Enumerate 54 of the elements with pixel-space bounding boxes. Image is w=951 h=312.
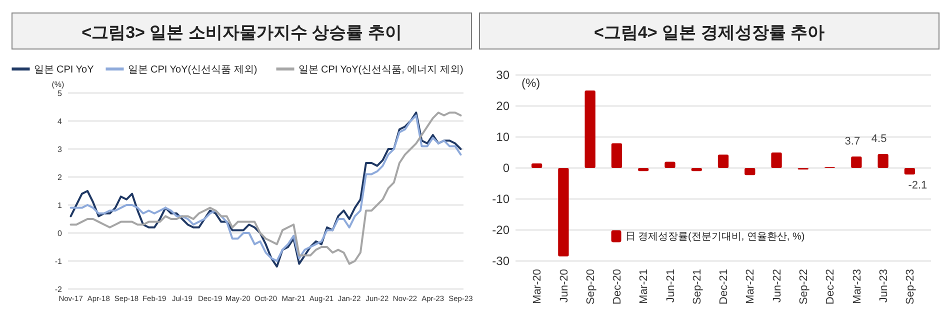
y-tick-label: 10 [496, 130, 510, 144]
x-tick-label: Mar-20 [532, 269, 544, 304]
x-tick-label: Dec-22 [824, 269, 837, 304]
bar [664, 162, 676, 168]
x-tick-label: Dec-20 [612, 269, 624, 304]
y-tick-label: 20 [496, 99, 510, 114]
y-tick-label: 1 [58, 200, 63, 210]
bar [584, 90, 596, 168]
bar [691, 168, 702, 172]
x-tick-label: Mar-22 [744, 269, 757, 304]
y-tick-label: -1 [54, 256, 63, 266]
x-tick-label: Sep-21 [691, 269, 704, 304]
y-tick-label: 3 [58, 144, 63, 154]
x-tick-label: Jun-23 [878, 269, 890, 303]
x-tick-label: Sep-23 [904, 269, 917, 304]
y-tick-label: 30 [496, 68, 510, 82]
x-tick-label: Dec-21 [718, 269, 730, 304]
x-tick-label: Jun-21 [664, 269, 677, 303]
bar [904, 168, 916, 175]
x-tick-label: Sep-22 [798, 269, 810, 304]
x-tick-label: Jun-20 [558, 269, 570, 303]
x-tick-label: Jun-22 [771, 269, 784, 303]
y-tick-label: -10 [492, 192, 510, 206]
bar [611, 143, 622, 168]
x-tick-label: Mar-23 [851, 269, 864, 304]
y-tick-label: 4 [58, 116, 63, 126]
legend-label: 일본 CPI YoY(신선식품 제외) [128, 64, 258, 76]
x-tick-label: Sep-20 [584, 269, 597, 304]
chart-title: <그림3> 일본 소비자물가지수 상승률 추이 [82, 22, 402, 42]
y-tick-label: 2 [58, 172, 63, 182]
legend-label: 일본 CPI YoY [34, 64, 94, 76]
y-tick-label: -20 [492, 223, 510, 238]
bar [771, 152, 782, 168]
y-tick-label: 0 [58, 228, 63, 238]
chart-title: <그림4> 일본 경제성장률 추아 [594, 22, 824, 42]
data-label: 3.7 [844, 136, 860, 148]
y-axis-title: (%) [52, 80, 65, 89]
bar [878, 154, 888, 168]
y-tick-label: 5 [58, 88, 63, 98]
y-axis-title: (%) [522, 76, 540, 90]
y-tick-label: -30 [492, 254, 510, 268]
data-label: -2.1 [908, 180, 928, 192]
y-tick-label: 0 [502, 161, 510, 176]
bar [638, 168, 649, 172]
x-tick-label: Mar-21 [638, 269, 650, 304]
bar [718, 154, 729, 168]
bar [558, 168, 569, 256]
legend-label: 일본 CPI YoY(신선식품, 에너지 제외) [298, 64, 464, 76]
legend-label: 日 경제성장률(전분기대비, 연율환산, %) [625, 232, 805, 243]
bar [744, 168, 756, 176]
y-tick-label: -2 [54, 284, 63, 294]
bar [531, 163, 542, 168]
bar [851, 156, 862, 168]
data-label: 4.5 [871, 133, 887, 146]
